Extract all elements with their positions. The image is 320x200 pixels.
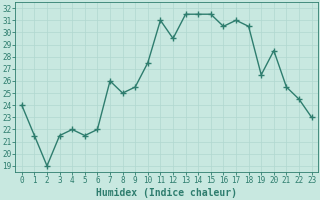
X-axis label: Humidex (Indice chaleur): Humidex (Indice chaleur) bbox=[96, 188, 237, 198]
